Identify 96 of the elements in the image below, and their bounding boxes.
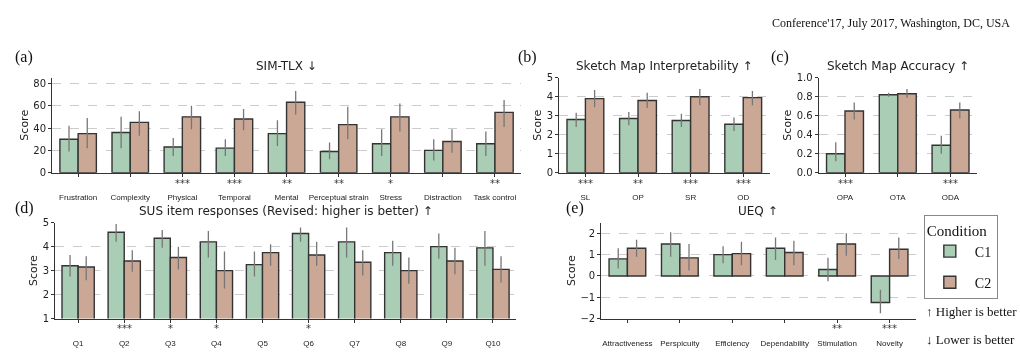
legend-label: C1 [974, 244, 992, 260]
x-tick-label: Complexity [110, 193, 151, 203]
text: ** [282, 178, 292, 189]
y-tick-label: −1 [580, 291, 596, 303]
text: *** [838, 178, 853, 189]
chart-title: Sketch Map Accuracy ↑ [827, 59, 970, 73]
y-tick-label: 4 [546, 91, 554, 103]
y-axis-title: Score [27, 254, 41, 287]
y-tick-label: 5 [42, 217, 50, 229]
x-tick-label: Q4 [211, 339, 223, 349]
x-tick-label: Q8 [395, 339, 407, 349]
y-tick-label: 40 [33, 122, 47, 134]
y-tick-label: 3 [546, 110, 554, 122]
y-tick-label: 3 [42, 265, 50, 277]
y-tick-label: 0.0 [796, 167, 813, 179]
x-tick-label: OD [737, 193, 750, 203]
text: ** [490, 178, 500, 189]
y-tick-label: 1 [546, 148, 554, 160]
x-tick-label: Stimulation [817, 339, 857, 349]
y-tick-label: 0.4 [796, 129, 813, 141]
legend-label: C2 [974, 275, 992, 291]
y-tick-label: 2 [42, 289, 50, 301]
text: * [214, 323, 219, 334]
y-tick-label: 0.8 [796, 91, 813, 103]
x-tick-label: Q2 [118, 339, 131, 349]
y-tick-label: 1 [588, 249, 596, 261]
x-tick-label: Dependability [760, 339, 809, 349]
x-tick-label: Distraction [423, 193, 462, 203]
text: *** [175, 178, 190, 189]
text: ** [633, 178, 643, 189]
chart-title: UEQ ↑ [738, 204, 778, 218]
text: *** [117, 323, 132, 334]
y-tick-label: 2 [546, 129, 554, 141]
x-tick-label: Q10 [485, 339, 502, 349]
x-tick-label: OPA [836, 193, 854, 203]
text: *** [943, 178, 958, 189]
text: *** [227, 178, 242, 189]
y-tick-label: 1.0 [796, 72, 813, 84]
x-tick-label: Q6 [303, 339, 315, 349]
x-tick-label: Efficiency [715, 339, 750, 349]
x-tick-label: Novelty [876, 339, 903, 349]
y-tick-label: 2 [588, 227, 596, 239]
y-tick-label: 0.2 [796, 148, 813, 160]
chart-title: Sketch Map Interpretability ↑ [576, 59, 753, 73]
text: ↑ Higher is better [926, 304, 1018, 319]
x-tick-label: Frustration [59, 193, 98, 203]
x-tick-label: Temporal [217, 193, 252, 203]
text: * [168, 323, 173, 334]
chart-title: SIM-TLX ↓ [256, 59, 317, 73]
y-tick-label: 4 [42, 241, 50, 253]
y-tick-label: 0.6 [796, 110, 813, 122]
x-tick-label: Perspicuity [660, 339, 700, 349]
y-tick-label: 80 [33, 77, 47, 89]
y-tick-label: 0 [546, 167, 554, 179]
text: *** [683, 178, 698, 189]
text: (c) [771, 48, 789, 66]
y-tick-label: 0 [39, 167, 47, 179]
text: (d) [15, 199, 34, 217]
text: ↓ Lower is better [926, 332, 1016, 347]
text: (b) [518, 48, 537, 66]
x-tick-label: Stress [379, 193, 403, 203]
text: ** [334, 178, 344, 189]
y-tick-label: 60 [33, 100, 47, 112]
x-tick-label: Q3 [164, 339, 177, 349]
x-tick-label: Mental [274, 193, 299, 203]
x-tick-label: ODA [941, 193, 960, 203]
text: (a) [15, 48, 33, 66]
x-tick-label: Perceptual strain [308, 193, 369, 203]
text: *** [882, 323, 897, 334]
text: *** [578, 178, 593, 189]
y-axis-title: Score [531, 109, 545, 141]
x-tick-label: Physical [167, 193, 198, 203]
x-tick-label: Q5 [257, 339, 269, 349]
text: * [388, 178, 393, 189]
y-tick-label: 1 [42, 313, 50, 325]
x-tick-label: Q9 [441, 339, 453, 349]
y-axis-title: Score [565, 254, 579, 287]
x-tick-label: OTA [889, 193, 907, 203]
y-tick-label: 5 [546, 72, 554, 84]
chart-title: SUS item responses (Revised: higher is better) ↑ [139, 204, 433, 218]
x-tick-label: OP [632, 193, 644, 203]
x-tick-label: SR [685, 193, 697, 203]
y-tick-label: 0 [588, 270, 596, 282]
x-tick-label: Q7 [349, 339, 361, 349]
x-tick-label: Q1 [72, 339, 85, 349]
y-axis-title: Score [18, 109, 31, 141]
text: *** [736, 178, 751, 189]
text: ** [832, 323, 842, 334]
y-tick-label: −2 [580, 313, 596, 325]
legend-title: Condition [926, 222, 988, 239]
x-tick-label: Attractiveness [602, 339, 653, 349]
text: Conference'17, July 2017, Washington, DC, USA [772, 16, 1011, 30]
x-tick-label: Task control [473, 193, 517, 203]
y-axis-title: Score [781, 109, 795, 141]
y-tick-label: 20 [33, 144, 47, 156]
text: * [306, 323, 311, 334]
